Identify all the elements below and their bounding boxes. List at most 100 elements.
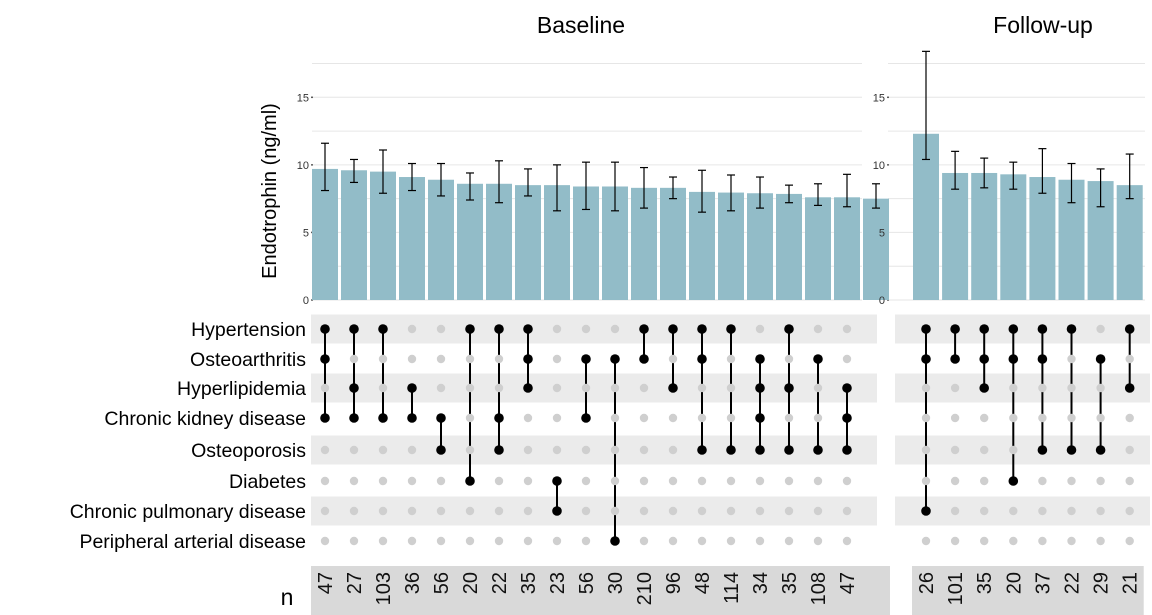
- y-tick-mark: [887, 163, 889, 166]
- set-dot-inactive: [465, 383, 475, 393]
- set-label: Osteoporosis: [191, 440, 306, 462]
- set-dot-inactive: [581, 506, 591, 516]
- set-dot-active: [378, 413, 388, 423]
- set-dot-inactive: [842, 476, 852, 486]
- set-dot-inactive: [552, 445, 562, 455]
- set-dot-active: [1124, 383, 1135, 393]
- set-dot-inactive: [494, 354, 504, 364]
- set-dot-active: [349, 383, 359, 393]
- set-dot-active: [668, 324, 678, 334]
- count-label: 30: [605, 572, 627, 594]
- y-axis-label: Endotrophin (ng/ml): [259, 103, 281, 279]
- set-dot-inactive: [726, 506, 736, 516]
- bar: [913, 133, 939, 300]
- set-label: Hypertension: [191, 319, 306, 341]
- y-tick-label: 0: [879, 295, 885, 307]
- set-dot-inactive: [407, 476, 417, 486]
- set-dot-inactive: [320, 383, 330, 393]
- set-dot-inactive: [378, 476, 388, 486]
- set-dot-inactive: [465, 506, 475, 516]
- set-dot-active: [1008, 476, 1019, 486]
- set-dot-active: [755, 413, 765, 423]
- set-dot-inactive: [523, 536, 533, 546]
- set-dot-active: [842, 445, 852, 455]
- set-dot-inactive: [813, 324, 823, 334]
- set-dot-inactive: [378, 445, 388, 455]
- set-dot-active: [581, 413, 591, 423]
- set-dot-inactive: [842, 506, 852, 516]
- y-tick-label: 15: [297, 92, 309, 104]
- set-dot-inactive: [813, 536, 823, 546]
- set-dot-active: [842, 413, 852, 423]
- y-tick-label: 0: [303, 295, 309, 307]
- set-dot-inactive: [436, 383, 446, 393]
- n-label: n: [281, 584, 294, 610]
- set-dot-inactive: [1125, 445, 1134, 455]
- set-dot-active: [320, 413, 330, 423]
- bar: [1000, 174, 1027, 300]
- set-dot-inactive: [842, 354, 852, 364]
- set-dot-inactive: [784, 354, 794, 364]
- set-dot-active: [349, 324, 359, 334]
- set-dot-inactive: [465, 354, 475, 364]
- set-dot-inactive: [349, 476, 359, 486]
- set-dot-active: [784, 445, 794, 455]
- count-label: 47: [837, 572, 859, 594]
- set-dot-active: [320, 324, 330, 334]
- set-dot-inactive: [1009, 536, 1018, 546]
- set-dot-active: [610, 536, 620, 546]
- count-label: 37: [1032, 572, 1054, 594]
- set-dot-active: [784, 324, 794, 334]
- matrix-stripe: [311, 314, 877, 344]
- set-dot-inactive: [697, 383, 707, 393]
- set-dot-inactive: [465, 445, 475, 455]
- count-label: 36: [402, 572, 424, 594]
- set-dot-inactive: [407, 506, 417, 516]
- set-dot-inactive: [755, 506, 765, 516]
- matrix-stripe: [895, 435, 1150, 465]
- background-layer: [311, 63, 1150, 615]
- set-dot-inactive: [523, 445, 533, 455]
- set-dot-active: [726, 324, 736, 334]
- set-dot-inactive: [1038, 536, 1047, 546]
- set-dot-inactive: [349, 506, 359, 516]
- set-dot-inactive: [581, 536, 591, 546]
- count-label: 114: [721, 572, 743, 604]
- set-dot-inactive: [726, 536, 736, 546]
- set-dot-inactive: [1067, 413, 1076, 423]
- panel-title-baseline: Baseline: [537, 12, 625, 38]
- bar: [660, 187, 686, 300]
- set-dot-inactive: [668, 476, 678, 486]
- set-dot-inactive: [950, 413, 960, 423]
- y-tick-label: 15: [873, 92, 885, 104]
- set-dot-inactive: [610, 324, 620, 334]
- set-dot-inactive: [552, 354, 562, 364]
- set-label: Chronic kidney disease: [104, 408, 306, 430]
- set-dot-inactive: [1125, 354, 1134, 364]
- set-dot-inactive: [1096, 413, 1105, 423]
- set-dot-active: [950, 324, 960, 334]
- count-label: 35: [974, 572, 996, 594]
- count-label: 34: [750, 572, 772, 594]
- set-dot-active: [921, 324, 931, 334]
- count-label: 108: [808, 572, 830, 605]
- set-dot-inactive: [950, 445, 960, 455]
- set-dot-active: [697, 445, 707, 455]
- set-dot-inactive: [1038, 413, 1047, 423]
- set-dot-inactive: [436, 354, 446, 364]
- set-dot-inactive: [921, 536, 931, 546]
- set-dot-active: [523, 324, 533, 334]
- bar: [834, 197, 860, 300]
- set-dot-inactive: [320, 506, 330, 516]
- set-dot-inactive: [1125, 476, 1134, 486]
- bar: [457, 183, 483, 300]
- set-dot-active: [407, 413, 417, 423]
- set-dot-active: [1008, 324, 1019, 334]
- y-tick-label: 5: [879, 227, 885, 239]
- set-dot-active: [378, 324, 388, 334]
- set-dot-inactive: [1096, 383, 1105, 393]
- set-dot-active: [755, 445, 765, 455]
- count-label: 22: [489, 572, 511, 594]
- set-dot-active: [494, 413, 504, 423]
- set-dot-inactive: [668, 536, 678, 546]
